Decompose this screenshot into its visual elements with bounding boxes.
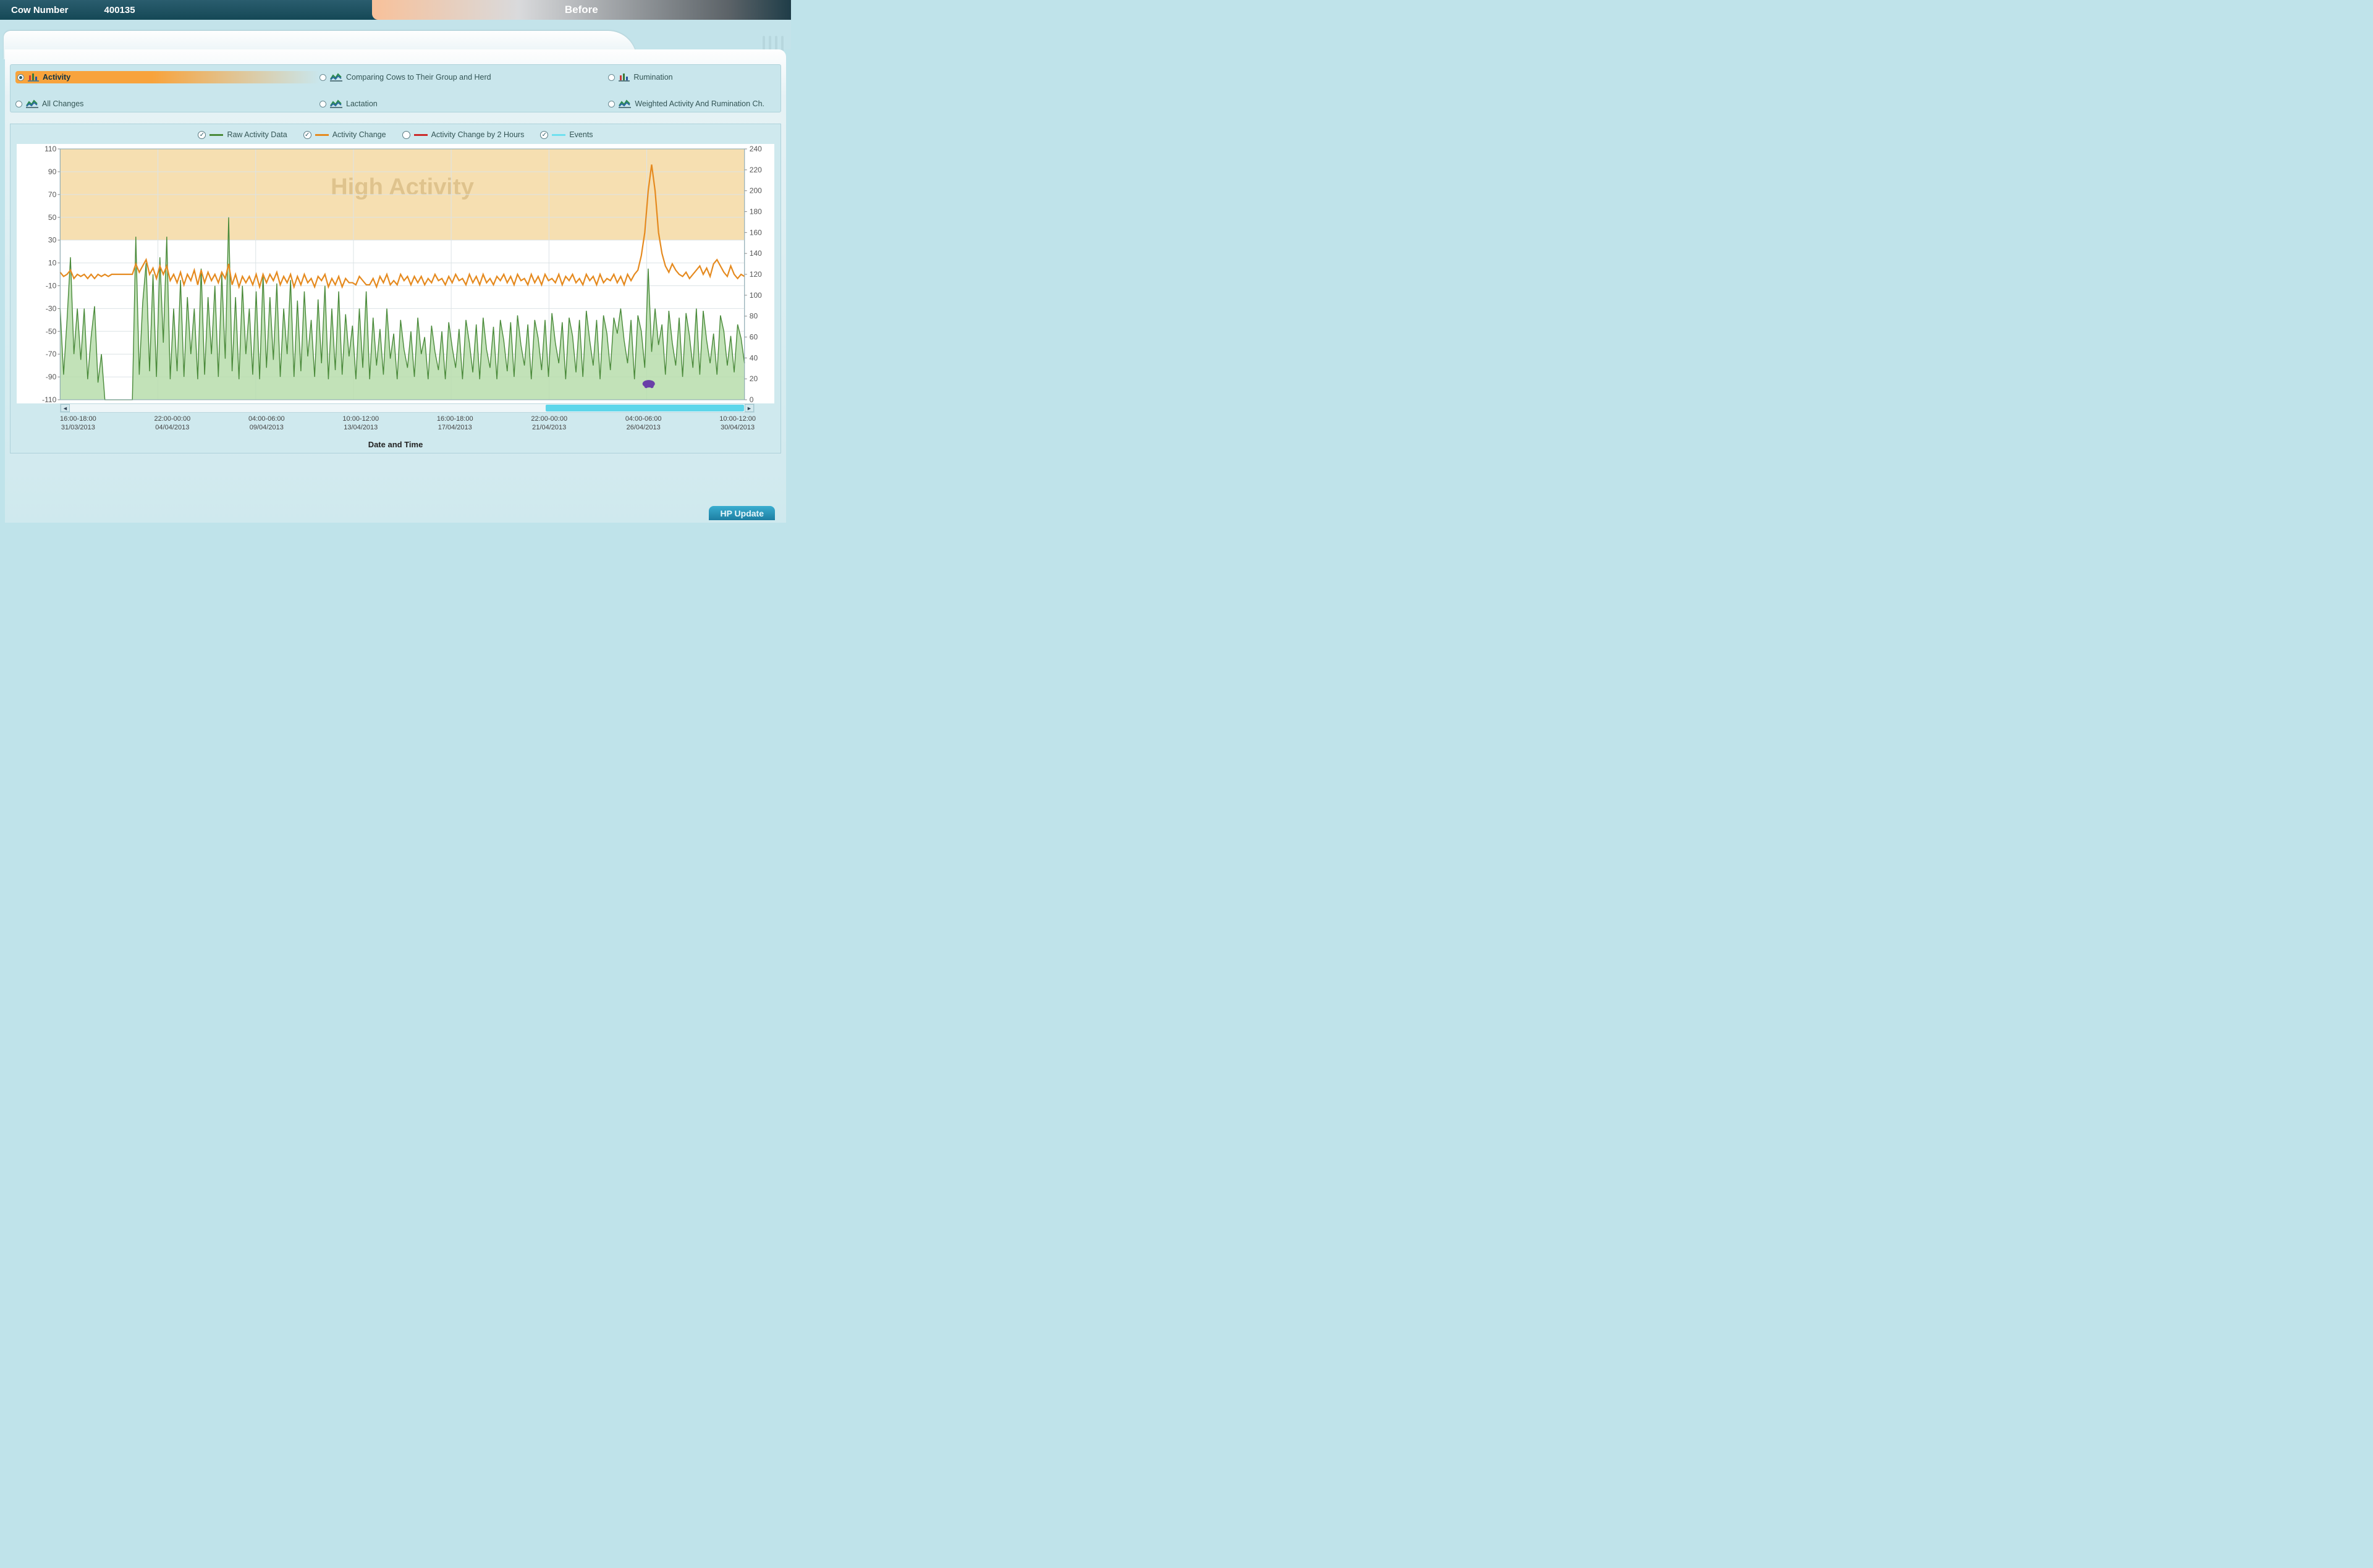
chart-svg: High Activity -110 -90 -70 -50 -30 -10 10 30 50 70… <box>17 144 774 405</box>
hp-update-button[interactable]: HP Update <box>709 506 775 520</box>
svg-text:-110: -110 <box>42 395 57 404</box>
radio-icon <box>319 74 326 81</box>
view-selector: Activity Comparing Cows to Their Group an… <box>10 64 781 112</box>
checkbox-icon: ✓ <box>540 131 548 139</box>
svg-text:60: 60 <box>750 333 758 342</box>
svg-text:50: 50 <box>48 213 57 222</box>
main-panel: Activity Comparing Cows to Their Group an… <box>5 49 786 523</box>
checkbox-icon: ✓ <box>303 131 311 139</box>
legend-label: Activity Change by 2 Hours <box>431 130 525 139</box>
view-option-label: Rumination <box>633 73 672 82</box>
legend-label: Activity Change <box>332 130 386 139</box>
x-tick: 04:00-06:0026/04/2013 <box>625 415 662 432</box>
view-option-lactation[interactable]: Lactation <box>319 99 608 108</box>
svg-text:80: 80 <box>750 312 758 321</box>
view-option-label: All Changes <box>42 99 83 108</box>
svg-text:20: 20 <box>750 374 758 383</box>
svg-text:30: 30 <box>48 236 57 245</box>
chart-panel: ✓ Raw Activity Data ✓ Activity Change Activi… <box>10 124 781 453</box>
legend-item-activity-change-by-2-hours[interactable]: Activity Change by 2 Hours <box>402 130 525 139</box>
view-option-label: Weighted Activity And Rumination Ch. <box>635 99 764 108</box>
hp-update-label: HP Update <box>720 508 764 518</box>
view-option-label: Lactation <box>346 99 378 108</box>
x-tick: 16:00-18:0017/04/2013 <box>437 415 473 432</box>
banner-text: Before <box>565 4 598 16</box>
svg-text:100: 100 <box>750 291 762 300</box>
view-option-all-changes[interactable]: All Changes <box>15 99 319 108</box>
radio-icon <box>608 101 615 107</box>
line-chart-icon <box>330 99 342 108</box>
svg-text:110: 110 <box>44 145 57 153</box>
svg-text:200: 200 <box>750 187 762 195</box>
chart-area[interactable]: High Activity -110 -90 -70 -50 -30 -10 10 30 50 70… <box>17 144 774 403</box>
svg-text:High Activity: High Activity <box>331 174 475 200</box>
scroll-thumb[interactable] <box>546 405 744 411</box>
svg-text:-10: -10 <box>46 282 57 290</box>
svg-text:220: 220 <box>750 166 762 174</box>
chart-scrollbar[interactable]: ◄ ► <box>60 403 755 413</box>
color-swatch <box>315 134 329 136</box>
view-option-activity[interactable]: Activity <box>15 71 319 83</box>
svg-text:180: 180 <box>750 208 762 216</box>
radio-icon <box>17 74 24 81</box>
view-option-comparing-cows-to-their-group-and-herd[interactable]: Comparing Cows to Their Group and Herd <box>319 71 608 83</box>
legend-label: Raw Activity Data <box>227 130 287 139</box>
x-tick: 10:00-12:0013/04/2013 <box>342 415 379 432</box>
cow-number-label: Cow Number <box>0 5 80 15</box>
x-axis-ticks: 16:00-18:0031/03/2013 22:00-00:0004/04/20… <box>17 413 774 432</box>
svg-text:240: 240 <box>750 145 762 153</box>
legend-item-events[interactable]: ✓ Events <box>540 130 593 139</box>
svg-text:0: 0 <box>750 395 754 404</box>
x-tick: 22:00-00:0004/04/2013 <box>154 415 190 432</box>
header-left: Cow Number 400135 <box>0 0 372 20</box>
scroll-right-button[interactable]: ► <box>745 404 754 412</box>
radio-icon <box>608 74 615 81</box>
svg-text:140: 140 <box>750 249 762 258</box>
line-chart-icon <box>330 73 342 82</box>
header-banner: Before <box>372 0 791 20</box>
svg-text:70: 70 <box>48 190 57 199</box>
checkbox-icon: ✓ <box>198 131 206 139</box>
svg-text:160: 160 <box>750 228 762 237</box>
x-tick: 16:00-18:0031/03/2013 <box>60 415 96 432</box>
svg-text:-70: -70 <box>46 350 57 358</box>
tab-strip <box>0 20 791 49</box>
color-swatch <box>552 134 565 136</box>
legend-label: Events <box>569 130 593 139</box>
color-swatch <box>209 134 223 136</box>
svg-text:90: 90 <box>48 167 57 176</box>
x-tick: 10:00-12:0030/04/2013 <box>719 415 756 432</box>
line-chart-icon <box>26 99 38 108</box>
radio-icon <box>15 101 22 107</box>
x-tick: 04:00-06:0009/04/2013 <box>248 415 285 432</box>
view-option-weighted-activity-and-rumination-ch[interactable]: Weighted Activity And Rumination Ch. <box>608 99 776 108</box>
cow-number-value: 400135 <box>80 5 160 15</box>
line-chart-icon <box>619 99 631 108</box>
legend-item-raw-activity-data[interactable]: ✓ Raw Activity Data <box>198 130 287 139</box>
svg-text:10: 10 <box>48 259 57 268</box>
chart-legend: ✓ Raw Activity Data ✓ Activity Change Activi… <box>17 130 774 144</box>
view-option-label: Comparing Cows to Their Group and Herd <box>346 73 491 82</box>
radio-icon <box>319 101 326 107</box>
svg-text:-50: -50 <box>46 327 57 335</box>
svg-text:40: 40 <box>750 353 758 362</box>
checkbox-icon <box>402 131 410 139</box>
color-swatch <box>414 134 428 136</box>
x-tick: 22:00-00:0021/04/2013 <box>531 415 567 432</box>
svg-text:120: 120 <box>750 270 762 279</box>
view-option-label: Activity <box>43 73 70 82</box>
header-bar: Cow Number 400135 Before <box>0 0 791 20</box>
bar-chart-icon <box>28 73 39 82</box>
x-axis-title: Date and Time <box>17 432 774 449</box>
svg-text:-30: -30 <box>46 304 57 313</box>
view-option-rumination[interactable]: Rumination <box>608 71 776 83</box>
svg-text:-90: -90 <box>46 373 57 381</box>
legend-item-activity-change[interactable]: ✓ Activity Change <box>303 130 386 139</box>
scroll-left-button[interactable]: ◄ <box>61 404 70 412</box>
bar-chart-icon <box>619 73 630 82</box>
